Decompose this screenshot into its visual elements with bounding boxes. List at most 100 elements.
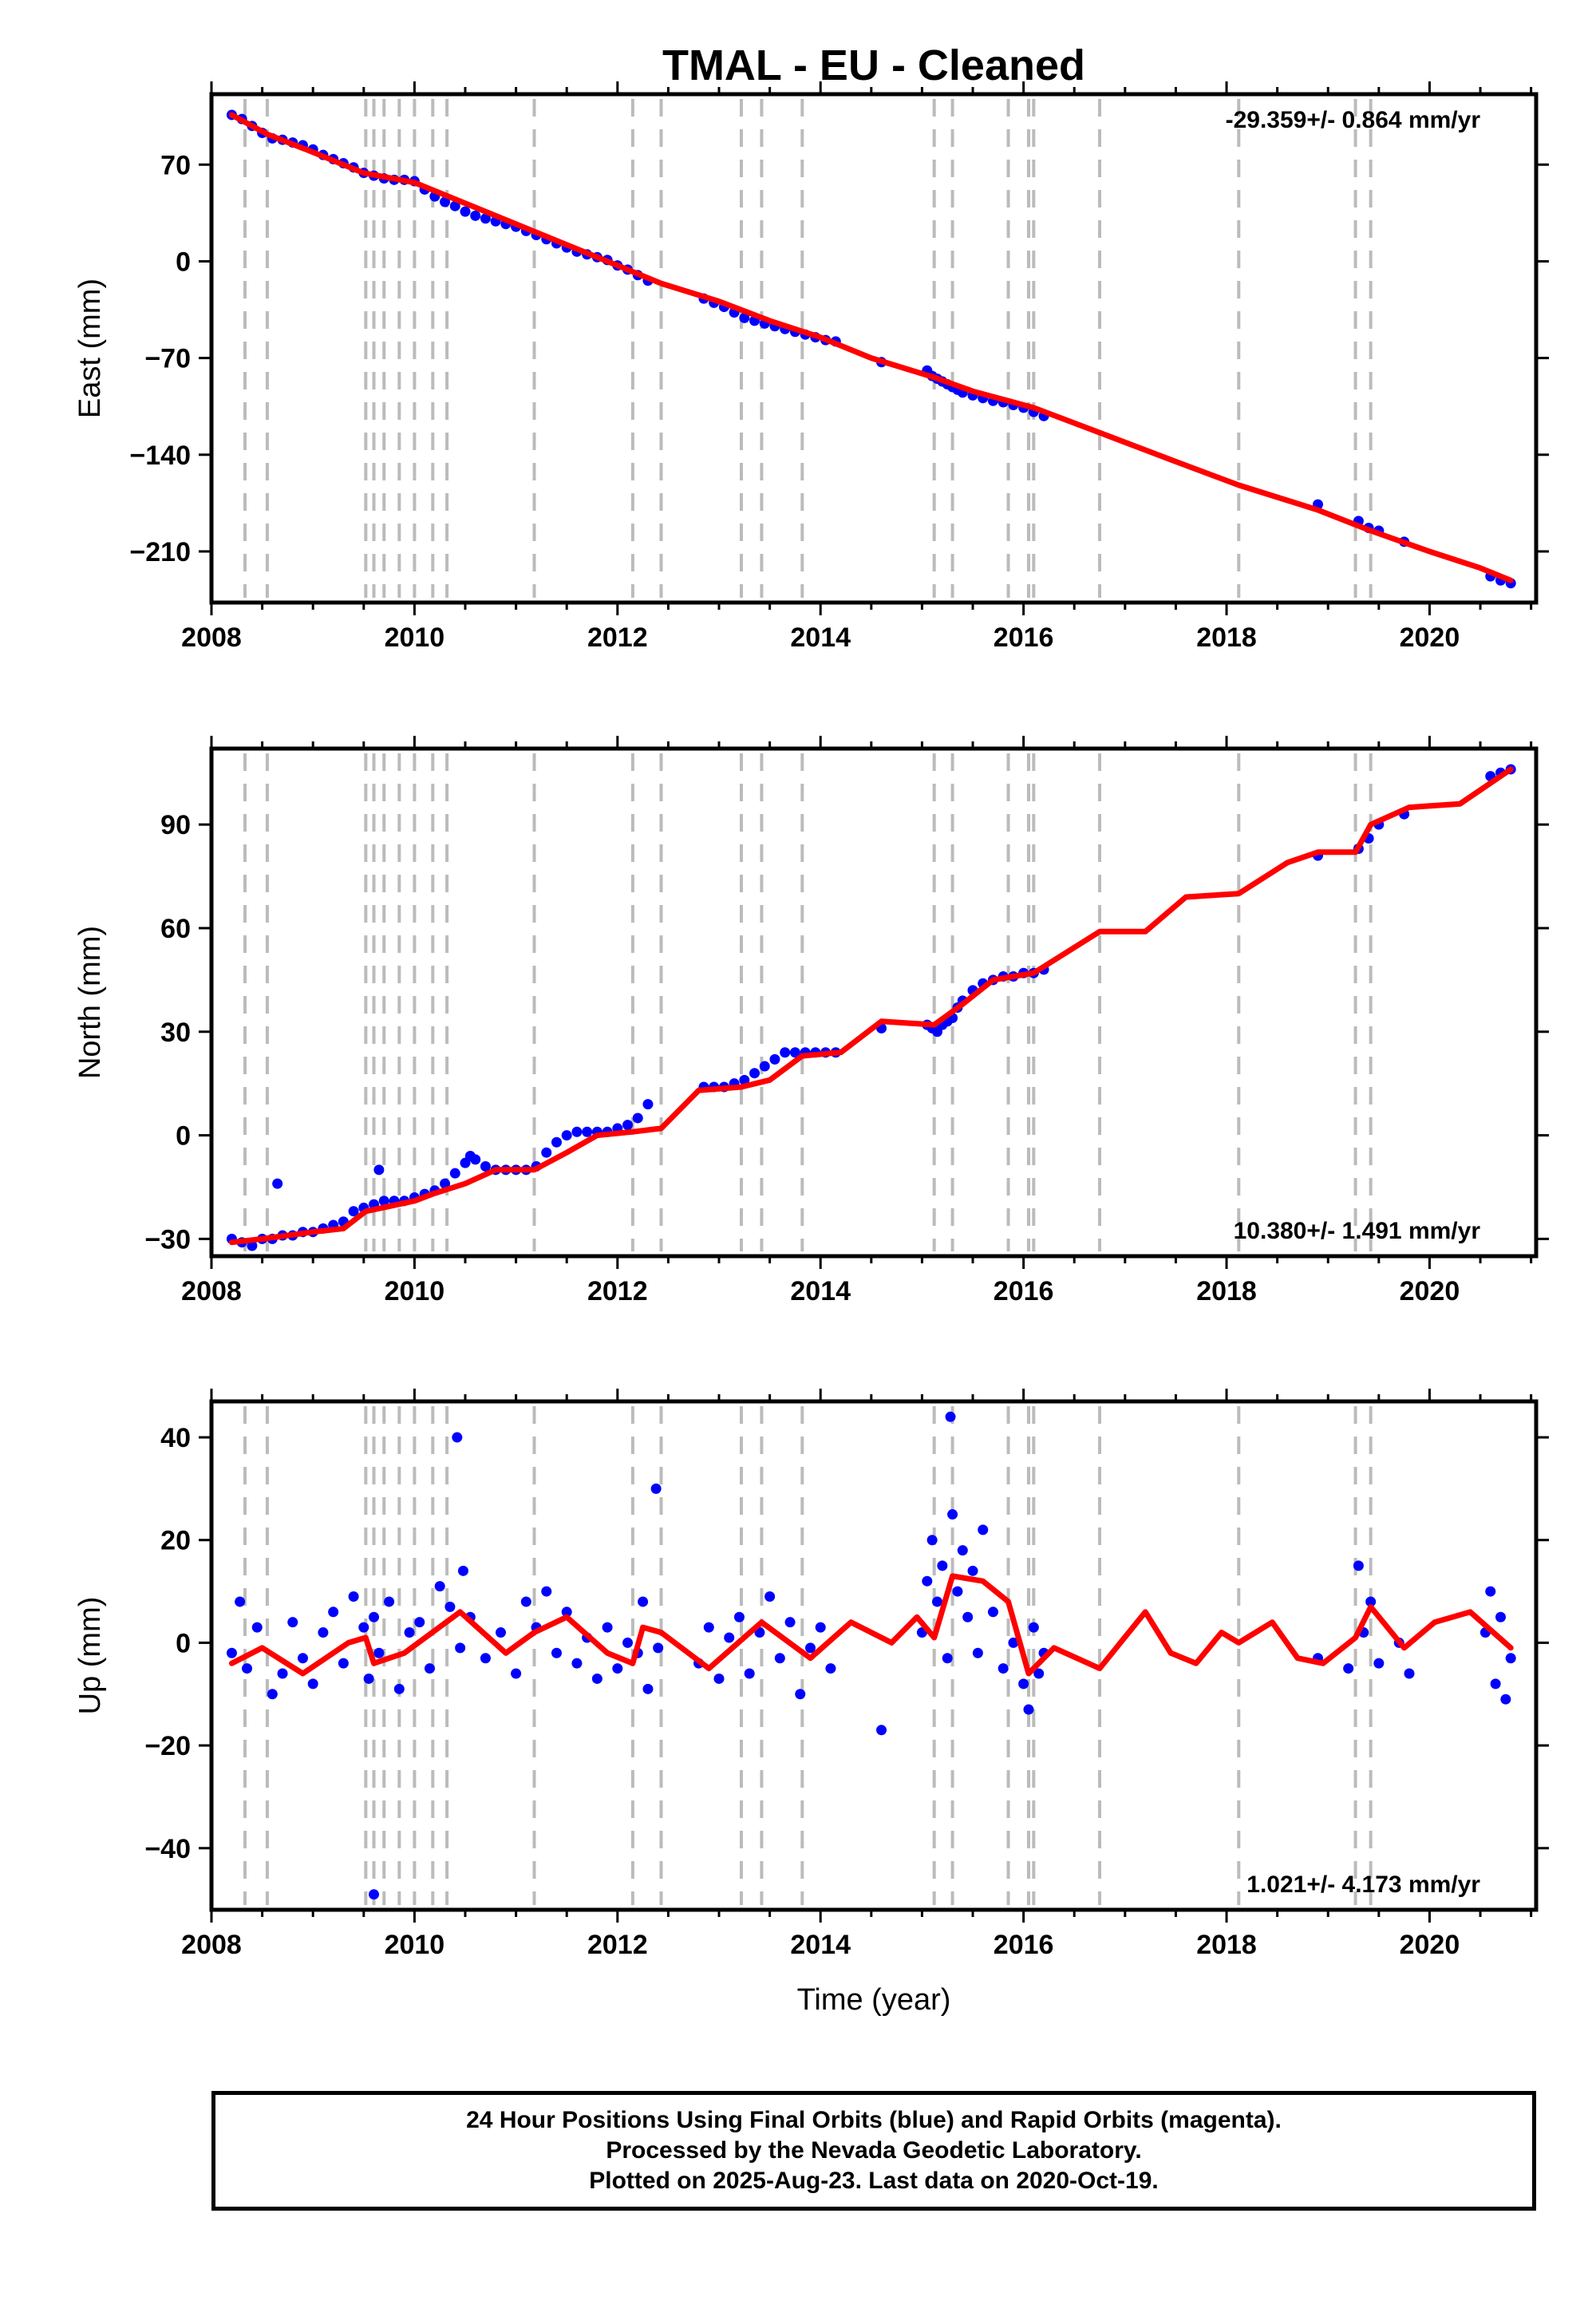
x-tick-label: 2010 xyxy=(385,622,445,653)
data-point xyxy=(1485,1586,1496,1597)
data-point xyxy=(1008,1637,1019,1648)
data-point xyxy=(226,1647,237,1658)
data-point xyxy=(744,1668,755,1679)
data-point xyxy=(947,1509,958,1520)
data-point xyxy=(739,312,750,323)
data-point xyxy=(876,1725,887,1736)
data-point xyxy=(414,1617,425,1628)
data-point xyxy=(1353,1560,1364,1571)
x-tick-label: 2020 xyxy=(1400,1930,1460,1960)
data-points xyxy=(226,1411,1516,1900)
data-point xyxy=(987,1607,998,1618)
data-point xyxy=(571,1126,583,1137)
data-point xyxy=(1490,1678,1501,1690)
data-point xyxy=(496,1627,507,1638)
data-point xyxy=(348,1591,359,1603)
data-point xyxy=(373,1164,385,1176)
data-point xyxy=(804,1642,816,1654)
x-tick-label: 2020 xyxy=(1400,622,1460,653)
y-axis-label: North (mm) xyxy=(73,926,107,1079)
data-point xyxy=(922,1575,933,1587)
y-tick-label: −20 xyxy=(144,1731,191,1761)
data-point xyxy=(449,200,460,211)
y-tick-label: 0 xyxy=(176,1121,191,1152)
data-point xyxy=(967,1565,978,1576)
data-point xyxy=(942,1653,953,1664)
data-point xyxy=(972,1647,983,1658)
data-point xyxy=(952,1586,963,1597)
model-line xyxy=(228,766,1514,1246)
data-point xyxy=(937,1560,948,1571)
data-point xyxy=(348,1206,359,1217)
chart-title: TMAL - EU - Cleaned xyxy=(662,41,1085,89)
data-point xyxy=(511,1668,522,1679)
data-point xyxy=(724,1632,735,1643)
data-point xyxy=(653,1642,664,1654)
data-point xyxy=(622,1120,634,1131)
data-point xyxy=(449,1168,460,1179)
data-point xyxy=(277,1668,288,1679)
data-point xyxy=(480,213,491,224)
data-point xyxy=(434,1581,445,1592)
data-point xyxy=(242,1663,253,1674)
velocity-rate-label: 1.021+/- 4.173 mm/yr xyxy=(1246,1871,1480,1898)
data-point xyxy=(404,1627,415,1638)
y-tick-label: −30 xyxy=(144,1224,191,1255)
model-line xyxy=(228,1573,1514,1677)
data-point xyxy=(780,1047,791,1058)
panel-frame xyxy=(209,746,1539,1259)
y-tick-label: 60 xyxy=(160,914,191,944)
data-point xyxy=(1033,1668,1045,1679)
data-point xyxy=(460,206,471,217)
data-point xyxy=(551,1647,562,1658)
data-point xyxy=(297,1653,308,1664)
x-axis-label: Time (year) xyxy=(797,1983,951,2017)
data-point xyxy=(251,1622,263,1633)
data-point xyxy=(962,1611,974,1622)
y-axis-label: Up (mm) xyxy=(73,1597,107,1715)
data-point xyxy=(825,1663,836,1674)
data-point xyxy=(373,1647,385,1658)
panels-root: 2008 2010 2012 2014 2016 2018 2020 70 0 −70 −140 −2… xyxy=(73,81,1549,2017)
x-tick-label: 2008 xyxy=(181,1930,242,1960)
data-point xyxy=(457,1565,468,1576)
x-tick-label: 2014 xyxy=(790,1930,851,1960)
data-point xyxy=(642,1683,654,1694)
y-tick-label: 0 xyxy=(176,1628,191,1658)
x-tick-label: 2008 xyxy=(181,622,242,653)
x-tick-label: 2016 xyxy=(994,622,1054,653)
data-point xyxy=(1023,1704,1034,1715)
data-point xyxy=(1495,1611,1506,1622)
data-point xyxy=(328,1607,339,1618)
data-point xyxy=(440,1178,451,1189)
data-point xyxy=(815,1622,826,1633)
data-point xyxy=(470,210,481,221)
x-tick-label: 2010 xyxy=(385,1276,445,1306)
data-point xyxy=(384,1596,395,1607)
data-points xyxy=(226,109,1516,589)
data-point xyxy=(424,1663,435,1674)
data-point xyxy=(749,1068,760,1079)
x-tick-label: 2008 xyxy=(181,1276,242,1306)
x-tick-label: 2012 xyxy=(587,622,648,653)
data-point xyxy=(638,1596,649,1607)
data-point xyxy=(452,1432,463,1443)
data-point xyxy=(444,1601,456,1612)
data-point xyxy=(1028,1622,1039,1633)
data-point xyxy=(358,1622,369,1633)
data-point xyxy=(393,1683,405,1694)
velocity-rate-label: 10.380+/- 1.491 mm/yr xyxy=(1234,1218,1481,1244)
data-points xyxy=(226,764,1516,1251)
data-point xyxy=(1505,1653,1516,1664)
panel-frame xyxy=(209,92,1539,605)
data-point xyxy=(464,1151,476,1162)
y-tick-label: −140 xyxy=(129,441,191,471)
data-point xyxy=(1404,1668,1415,1679)
data-point xyxy=(287,1617,298,1628)
data-point xyxy=(272,1178,283,1189)
footer-line-3: Plotted on 2025-Aug-23. Last data on 202… xyxy=(589,2168,1159,2194)
y-tick-label: 30 xyxy=(160,1018,191,1048)
x-tick-label: 2010 xyxy=(385,1930,445,1960)
data-point xyxy=(541,1586,552,1597)
footer-line-1: 24 Hour Positions Using Final Orbits (bl… xyxy=(466,2107,1282,2133)
